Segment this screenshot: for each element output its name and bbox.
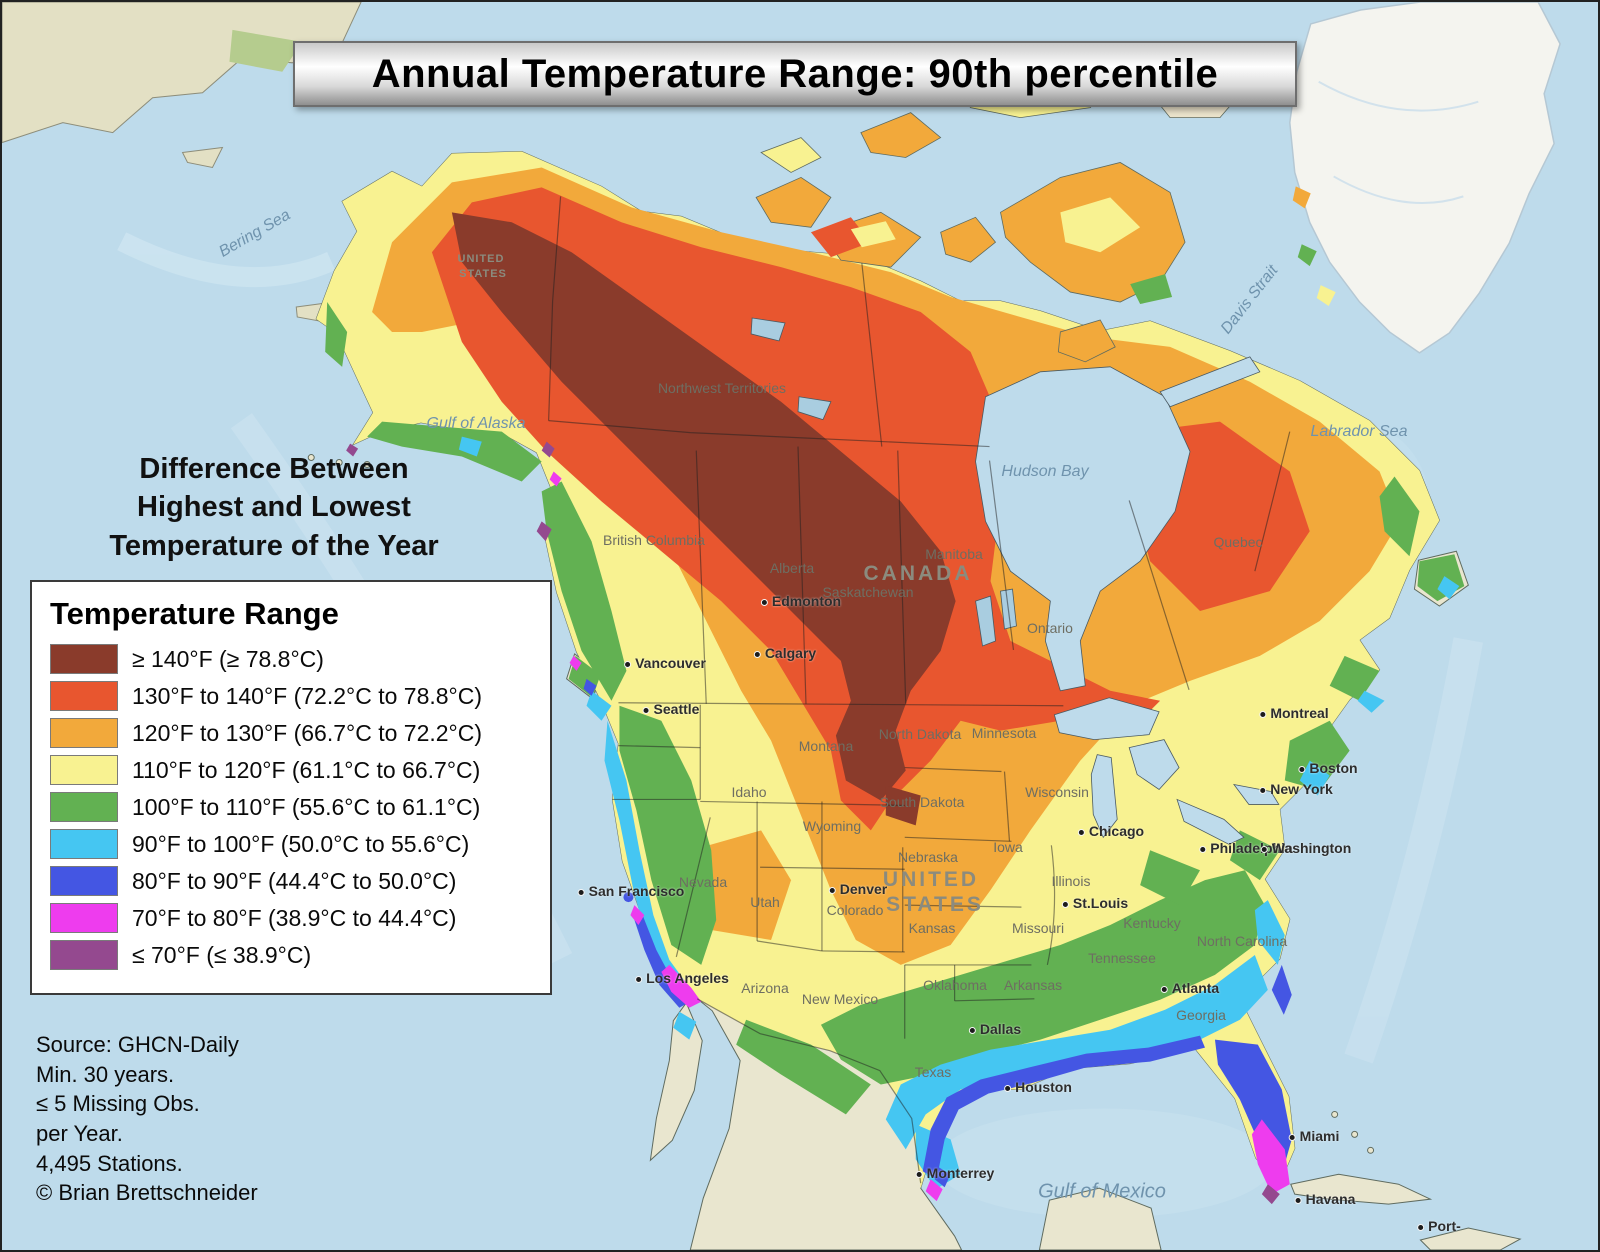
legend-label: 80°F to 90°F (44.4°C to 50.0°C): [132, 867, 457, 894]
source-block: Source: GHCN-Daily Min. 30 years. ≤ 5 Mi…: [36, 1030, 239, 1178]
legend-label: 70°F to 80°F (38.9°C to 44.4°C): [132, 904, 457, 931]
legend-swatch: [50, 755, 118, 785]
legend-item: 120°F to 130°F (66.7°C to 72.2°C): [50, 718, 532, 748]
legend-swatch: [50, 718, 118, 748]
legend-item: ≥ 140°F (≥ 78.8°C): [50, 644, 532, 674]
source-line: per Year.: [36, 1121, 123, 1147]
title-banner: Annual Temperature Range: 90th percentil…: [293, 41, 1297, 107]
band-90-100: [458, 436, 1460, 1190]
source-line: Min. 30 years.: [36, 1061, 175, 1087]
legend-label: ≤ 70°F (≤ 38.9°C): [132, 941, 312, 968]
legend-swatch: [50, 644, 118, 674]
legend-item: 90°F to 100°F (50.0°C to 55.6°C): [50, 829, 532, 859]
legend-label: 130°F to 140°F (72.2°C to 78.8°C): [132, 682, 483, 709]
map-subtitle: Difference Between Highest and Lowest Te…: [70, 450, 478, 565]
legend-label: ≥ 140°F (≥ 78.8°C): [132, 645, 324, 672]
legend-swatch: [50, 866, 118, 896]
russia-green-patch: [229, 29, 303, 72]
greenland: [1289, 2, 1561, 354]
source-line: 4,495 Stations.: [36, 1150, 183, 1176]
legend-swatch: [50, 829, 118, 859]
subtitle-line: Highest and Lowest: [137, 491, 411, 524]
legend-item: 80°F to 90°F (44.4°C to 50.0°C): [50, 866, 532, 896]
legend-items: ≥ 140°F (≥ 78.8°C) 130°F to 140°F (72.2°C…: [46, 644, 532, 970]
political-borders: [548, 196, 1291, 1184]
legend-swatch: [50, 792, 118, 822]
copyright: © Brian Brettschneider: [36, 1180, 258, 1205]
legend-swatch: [50, 903, 118, 933]
subtitle-line: Temperature of the Year: [109, 529, 439, 562]
inland-water: [750, 317, 1280, 845]
source-line: ≤ 5 Missing Obs.: [36, 1091, 200, 1117]
legend-item: 130°F to 140°F (72.2°C to 78.8°C): [50, 681, 532, 711]
legend-title: Temperature Range: [50, 596, 339, 631]
subtitle-line: Difference Between: [139, 453, 409, 485]
band-100-110: [325, 302, 1465, 1115]
legend-item: ≤ 70°F (≤ 38.9°C): [50, 940, 532, 970]
legend-label: 110°F to 120°F (61.1°C to 66.7°C): [132, 756, 481, 783]
source-line: Source: GHCN-Daily: [36, 1032, 239, 1057]
legend-label: 100°F to 110°F (55.6°C to 61.1°C): [132, 793, 481, 820]
legend-item: 110°F to 120°F (61.1°C to 66.7°C): [50, 755, 532, 785]
legend-label: 120°F to 130°F (66.7°C to 72.2°C): [132, 719, 483, 746]
band-70-80: [549, 471, 1290, 1202]
legend-swatch: [50, 940, 118, 970]
legend-box: Temperature Range ≥ 140°F (≥ 78.8°C) 130°…: [30, 580, 552, 995]
legend-label: 90°F to 100°F (50.0°C to 55.6°C): [132, 830, 470, 857]
legend-item: 100°F to 110°F (55.6°C to 61.1°C): [50, 792, 532, 822]
legend-swatch: [50, 681, 118, 711]
page-title: Annual Temperature Range: 90th percentil…: [371, 51, 1219, 96]
legend-item: 70°F to 80°F (38.9°C to 44.4°C): [50, 903, 532, 933]
